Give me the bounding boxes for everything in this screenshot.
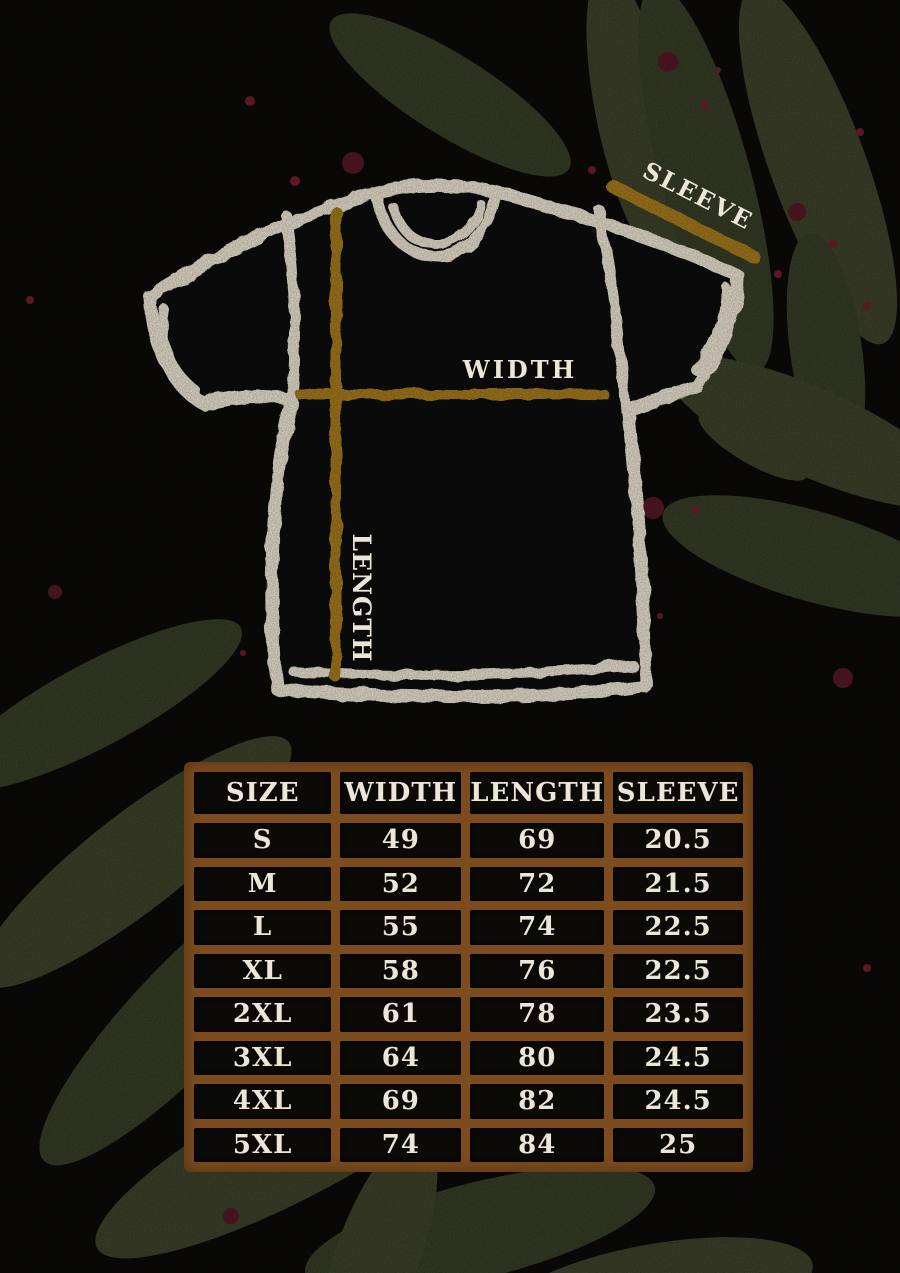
measure-cell: 22.5 (613, 910, 743, 945)
measure-cell: 69 (470, 823, 605, 858)
measure-cell: 72 (470, 866, 605, 902)
measure-cell: 64 (340, 1040, 462, 1076)
size-cell: M (194, 866, 332, 902)
size-cell: XL (194, 953, 332, 989)
size-cell: 4XL (194, 1084, 332, 1119)
size-cell: 2XL (194, 997, 332, 1032)
length-measure-label: LENGTH (347, 533, 376, 663)
measure-cell: 74 (470, 910, 605, 945)
measure-cell: 58 (340, 953, 462, 989)
measure-cell: 76 (470, 953, 605, 989)
measure-cell: 80 (470, 1040, 605, 1076)
measure-cell: 24.5 (613, 1084, 743, 1119)
measure-cell: 23.5 (613, 997, 743, 1032)
measure-cell: 52 (340, 866, 462, 902)
size-cell: 5XL (194, 1127, 332, 1162)
measure-cell: 69 (340, 1084, 462, 1119)
measure-cell: 78 (470, 997, 605, 1032)
measure-cell: 82 (470, 1084, 605, 1119)
size-cell: S (194, 823, 332, 858)
size-cell: L (194, 910, 332, 945)
width-measure-label: WIDTH (462, 355, 578, 384)
column-header: LENGTH (470, 772, 605, 815)
measure-cell: 61 (340, 997, 462, 1032)
measure-cell: 20.5 (613, 823, 743, 858)
size-chart-table: SIZE WIDTH LENGTH SLEEVE S 49 69 20.5 M 52 72 21.5 L… (184, 762, 753, 1172)
measure-cell: 84 (470, 1127, 605, 1162)
column-header: WIDTH (340, 772, 462, 815)
measure-cell: 24.5 (613, 1040, 743, 1076)
measure-cell: 49 (340, 823, 462, 858)
size-cell: 3XL (194, 1040, 332, 1076)
column-header: SLEEVE (613, 772, 743, 815)
measure-cell: 55 (340, 910, 462, 945)
measure-cell: 25 (613, 1127, 743, 1162)
measure-cell: 21.5 (613, 866, 743, 902)
column-header: SIZE (194, 772, 332, 815)
measure-cell: 74 (340, 1127, 462, 1162)
measure-cell: 22.5 (613, 953, 743, 989)
